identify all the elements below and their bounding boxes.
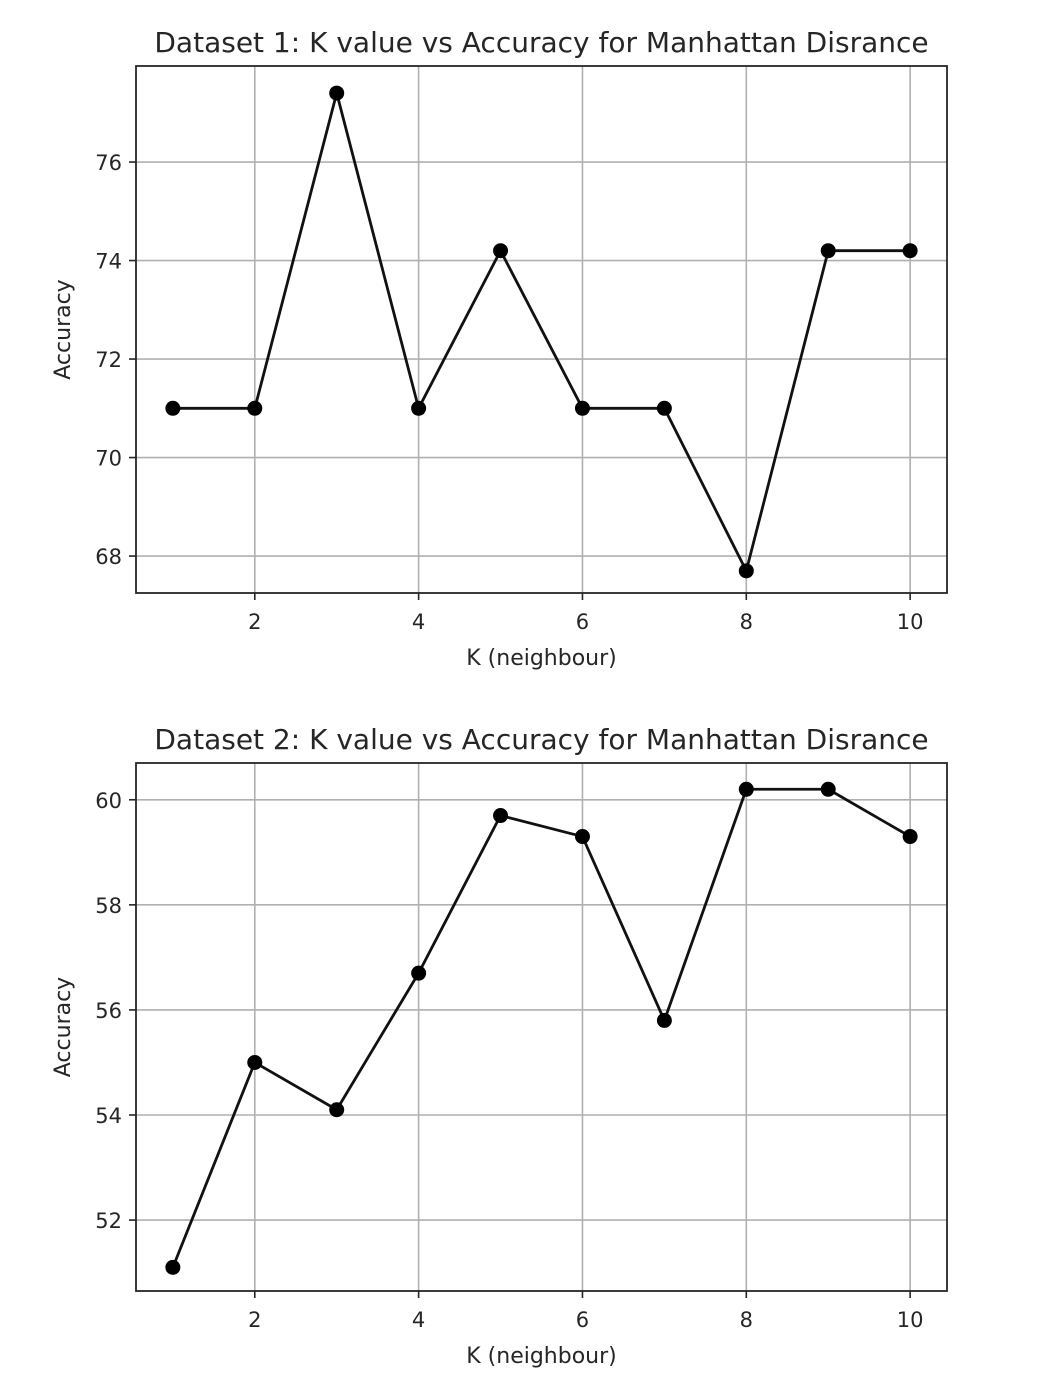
chart-title: Dataset 1: K value vs Accuracy for Manha… <box>154 26 928 59</box>
x-tick-label: 8 <box>740 1308 753 1332</box>
series-line <box>171 787 911 1268</box>
x-tick-label: 10 <box>897 610 924 634</box>
x-tick-label: 2 <box>248 1308 261 1332</box>
y-tick-label: 56 <box>95 999 122 1023</box>
chart-dataset-2: Dataset 2: K value vs Accuracy for Manha… <box>51 723 948 1369</box>
data-point <box>329 1102 345 1118</box>
y-tick-label: 60 <box>95 789 122 813</box>
data-point <box>656 400 672 416</box>
y-tick-label: 76 <box>95 151 122 175</box>
ticks: 2 4 6 8 10 52 54 56 58 60 <box>95 789 923 1332</box>
x-tick-label: 2 <box>248 610 261 634</box>
chart-title: Dataset 2: K value vs Accuracy for Manha… <box>154 723 928 756</box>
data-point <box>165 400 181 416</box>
x-tick-label: 4 <box>412 1308 425 1332</box>
y-tick-label: 52 <box>95 1209 122 1233</box>
x-axis-label: K (neighbour) <box>466 646 617 671</box>
grid <box>136 66 947 593</box>
data-point <box>738 563 754 579</box>
data-point <box>329 85 345 101</box>
data-point <box>411 400 427 416</box>
data-point <box>411 965 427 981</box>
data-point <box>165 1259 181 1275</box>
y-tick-label: 58 <box>95 894 122 918</box>
data-point <box>574 829 590 845</box>
x-tick-label: 6 <box>576 610 589 634</box>
y-tick-label: 72 <box>95 348 122 372</box>
x-tick-label: 10 <box>897 1308 924 1332</box>
grid <box>136 763 947 1291</box>
y-axis-label: Accuracy <box>51 279 76 379</box>
data-point <box>493 808 509 824</box>
data-point <box>820 243 836 259</box>
x-axis-label: K (neighbour) <box>466 1344 617 1369</box>
y-axis-label: Accuracy <box>51 977 76 1077</box>
y-tick-label: 70 <box>95 447 122 471</box>
data-point <box>247 400 263 416</box>
x-tick-label: 4 <box>412 610 425 634</box>
plot-area-frame <box>135 762 948 1292</box>
y-tick-label: 68 <box>95 545 122 569</box>
series-line <box>172 91 911 573</box>
plot-area-frame <box>135 65 948 594</box>
x-tick-label: 6 <box>576 1308 589 1332</box>
data-point <box>902 243 918 259</box>
data-point <box>902 829 918 845</box>
chart-dataset-1: Dataset 1: K value vs Accuracy for Manha… <box>51 26 948 671</box>
x-tick-label: 8 <box>740 610 753 634</box>
y-tick-label: 74 <box>95 250 122 274</box>
y-tick-label: 54 <box>95 1104 122 1128</box>
data-point <box>738 781 754 797</box>
data-point <box>656 1012 672 1028</box>
data-point <box>493 243 509 259</box>
data-point <box>574 400 590 416</box>
data-point <box>247 1054 263 1070</box>
data-point <box>820 781 836 797</box>
